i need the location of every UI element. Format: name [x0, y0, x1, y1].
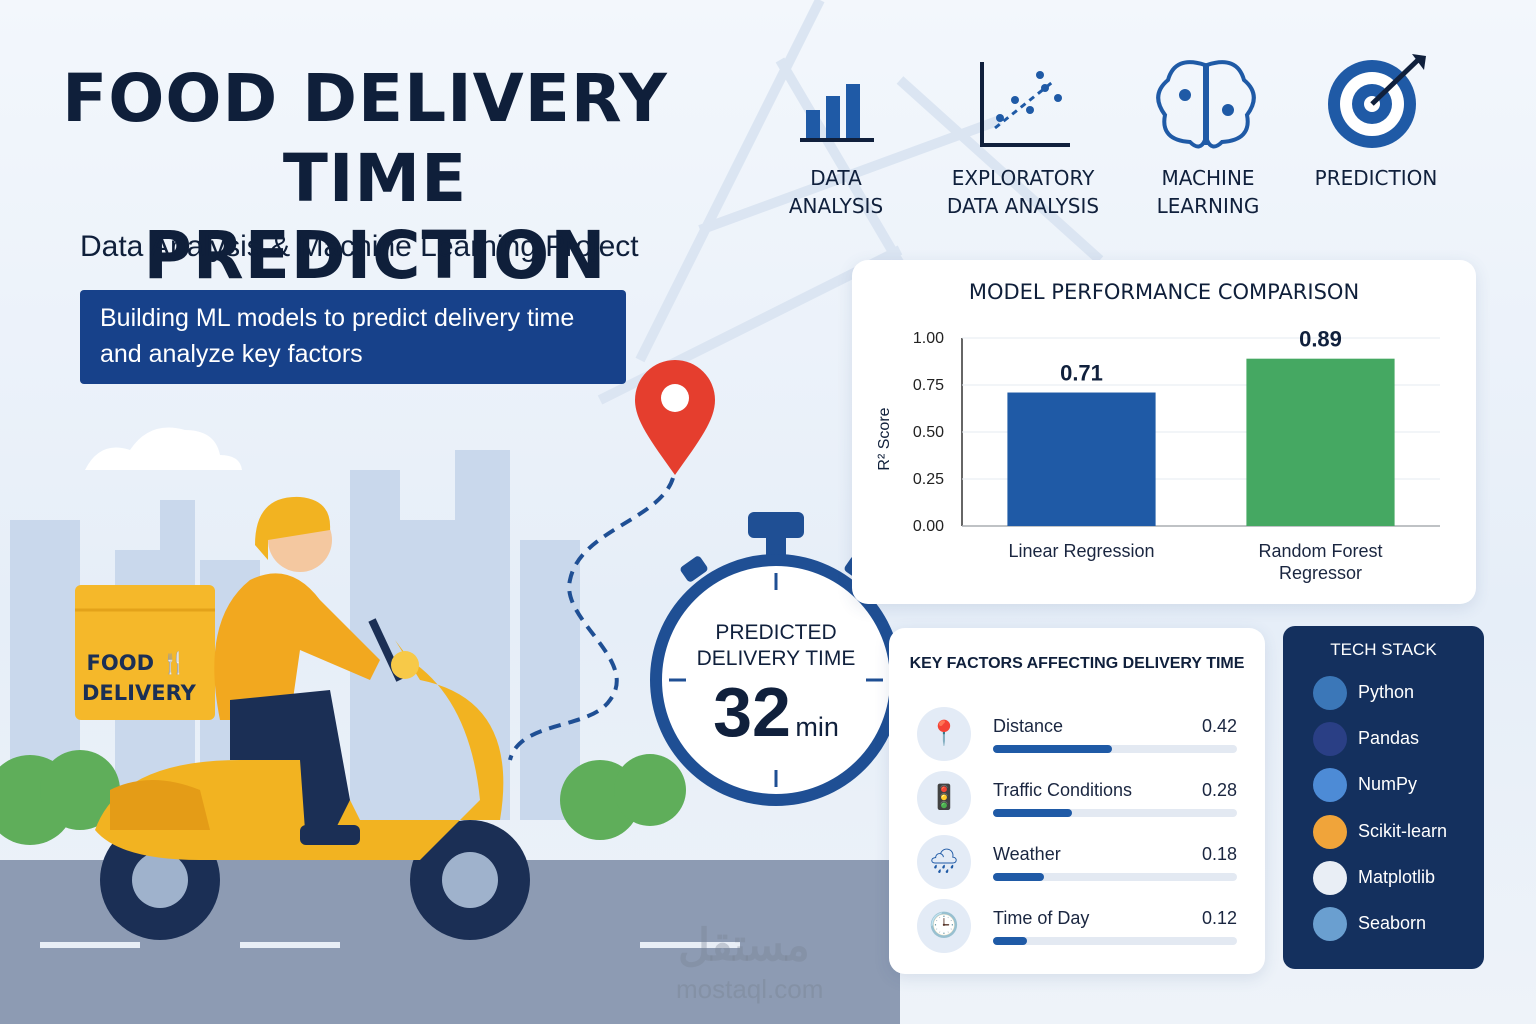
tech-icon — [1313, 768, 1347, 803]
y-tick-label: 1.00 — [913, 330, 944, 347]
tech-icon — [1313, 814, 1347, 849]
y-tick-label: 0.50 — [913, 424, 944, 441]
factor-bar — [993, 873, 1045, 881]
box-label-line: FOOD — [86, 651, 154, 675]
delivery-box — [75, 585, 215, 720]
factor-value: 0.18 — [1201, 844, 1237, 864]
factor-icon: 🌧 — [917, 835, 971, 889]
icon-data-analysis — [800, 84, 874, 142]
step-label: PREDICTION — [1314, 166, 1438, 190]
tech-name: Pandas — [1358, 728, 1420, 749]
factor-icon: 🚦 — [917, 771, 971, 825]
factor-icon: 🕒 — [917, 899, 971, 953]
route — [508, 477, 675, 761]
x-tick-label: Random Forest Regressor — [1258, 541, 1383, 583]
prediction-unit: min — [795, 712, 839, 742]
tech-name: Seaborn — [1358, 913, 1427, 933]
tech-title: TECH STACK — [1330, 640, 1437, 659]
factor-track — [993, 745, 1237, 753]
factor-track — [993, 937, 1237, 945]
title-line: FOOD DELIVERY — [62, 60, 668, 137]
factor-value: 0.12 — [1201, 908, 1237, 928]
factor-track — [993, 873, 1237, 881]
y-tick-label: 0.00 — [913, 518, 944, 535]
prediction-value: 32 — [713, 673, 791, 751]
y-tick-label: 0.75 — [913, 377, 944, 394]
factor-value: 0.42 — [1201, 716, 1237, 736]
pin-hole — [661, 384, 689, 412]
chart-title: MODEL PERFORMANCE COMPARISON — [968, 280, 1360, 304]
box-label: FOOD 🍴 DELIVERY — [82, 651, 196, 705]
step-label: DATA ANALYSIS — [788, 166, 884, 218]
description-box: Building ML models to predict delivery t… — [80, 290, 626, 384]
icon-prediction — [1328, 54, 1426, 148]
box-label-line: DELIVERY — [82, 681, 196, 705]
factor-name: Weather — [993, 844, 1061, 864]
tech-name: NumPy — [1358, 774, 1418, 795]
tech-name: Python — [1358, 682, 1415, 702]
bushes — [0, 750, 686, 845]
value-label: 0.89 — [1299, 327, 1342, 352]
bar — [1007, 392, 1156, 526]
icon-eda — [980, 62, 1070, 147]
tech-icon — [1313, 860, 1347, 895]
icon-machine-learning — [1156, 60, 1256, 149]
map-background — [597, 0, 1104, 405]
subtitle: Data Analysis & Machine Learning Project — [80, 230, 639, 263]
tech-name: Matplotlib — [1358, 866, 1436, 887]
courier — [214, 496, 380, 845]
prediction-value-box: 32 min — [686, 672, 866, 752]
value-label: 0.71 — [1060, 361, 1103, 386]
tech-icon — [1313, 722, 1347, 757]
step-label: MACHINE LEARNING — [1156, 166, 1260, 218]
description: Building ML models to predict delivery t… — [100, 304, 575, 368]
tech-name: Scikit-learn — [1358, 820, 1448, 841]
factor-icon: 📍 — [917, 707, 971, 761]
tech-icon — [1313, 676, 1347, 710]
tech-icon — [1313, 907, 1347, 941]
factor-value: 0.28 — [1201, 780, 1237, 800]
cloud — [85, 427, 242, 470]
factor-bar — [993, 809, 1073, 817]
scooter — [95, 618, 530, 940]
map-pin — [635, 360, 715, 475]
factor-bar — [993, 745, 1113, 753]
factor-track — [993, 809, 1237, 817]
prediction-label: PREDICTED DELIVERY TIME — [696, 621, 856, 670]
factor-name: Traffic Conditions — [993, 780, 1133, 800]
factors-title: KEY FACTORS AFFECTING DELIVERY TIME — [909, 655, 1245, 672]
x-tick-label: Linear Regression — [1008, 541, 1155, 561]
factor-name: Time of Day — [993, 908, 1090, 928]
factor-bar — [993, 937, 1028, 945]
step-label: EXPLORATORY DATA ANALYSIS — [946, 166, 1100, 218]
title-line: TIME PREDICTION — [143, 140, 607, 294]
watermark-logo: مستقل — [678, 921, 810, 970]
factor-name: Distance — [993, 716, 1064, 736]
y-tick-label: 0.25 — [913, 471, 944, 488]
bar — [1246, 358, 1395, 526]
watermark-site: mostaql.com — [676, 974, 824, 1004]
